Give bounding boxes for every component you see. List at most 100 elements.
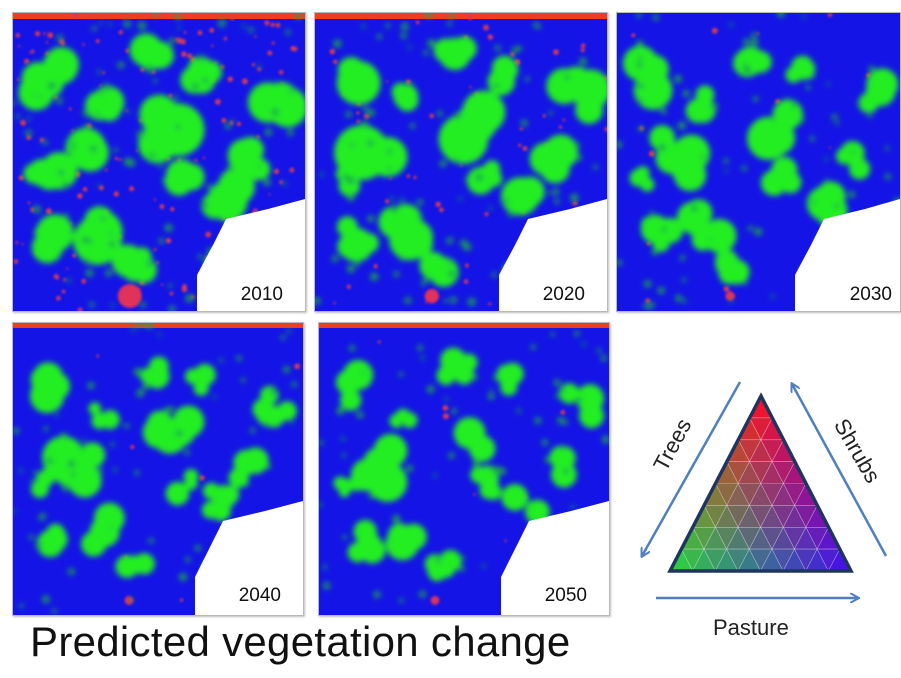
pasture-speck <box>268 193 271 196</box>
vegetation-map-2050 <box>319 323 609 615</box>
tree-speck <box>747 225 754 231</box>
pasture-speck <box>581 43 586 48</box>
pasture-speck <box>377 340 381 344</box>
tree-patch <box>147 410 173 437</box>
tree-speck <box>592 166 596 170</box>
tree-speck <box>159 165 163 169</box>
tree-speck <box>682 90 690 98</box>
tree-speck <box>679 255 686 261</box>
tree-speck <box>398 372 404 377</box>
tree-speck <box>33 205 41 214</box>
tree-speck <box>109 241 116 248</box>
tree-speck <box>660 108 667 115</box>
tree-patch <box>485 170 503 187</box>
top-edge-strip <box>13 323 303 328</box>
year-label: 2050 <box>544 585 587 606</box>
tree-speck <box>69 228 74 233</box>
tree-speck <box>264 128 272 136</box>
tree-speck <box>367 109 375 117</box>
tree-speck <box>97 184 101 188</box>
tree-speck <box>488 206 492 210</box>
tree-speck <box>194 545 201 552</box>
tree-patch <box>100 410 120 430</box>
tree-speck <box>355 262 360 267</box>
year-label: 2010 <box>240 284 283 305</box>
top-edge-strip <box>315 13 607 19</box>
tree-speck <box>743 66 752 74</box>
tree-speck <box>158 332 162 336</box>
pasture-speck <box>257 67 262 72</box>
tree-speck <box>60 432 67 438</box>
unmapped-area <box>795 199 900 311</box>
tree-speck <box>70 137 74 141</box>
tree-speck <box>571 505 575 509</box>
tree-speck <box>520 119 528 127</box>
pasture-speck <box>181 51 187 57</box>
unmapped-area <box>501 501 609 615</box>
tree-speck <box>443 298 448 303</box>
pasture-speck <box>473 493 476 496</box>
trees-arrow <box>642 381 742 556</box>
tree-speck <box>117 61 125 69</box>
tree-speck <box>280 335 286 340</box>
tree-speck <box>552 188 560 195</box>
tree-speck <box>341 453 347 458</box>
pasture-speck <box>386 80 389 83</box>
tree-speck <box>420 355 425 360</box>
tree-speck <box>295 13 302 20</box>
tree-patch <box>42 436 85 479</box>
tree-speck <box>113 467 118 472</box>
tree-speck <box>240 377 246 383</box>
tree-patch <box>35 162 64 190</box>
tree-speck <box>245 482 250 487</box>
pasture-speck <box>35 31 41 37</box>
tree-speck <box>219 358 224 363</box>
map-panel-2010: 2010 <box>12 12 306 312</box>
pasture-speck <box>271 41 275 45</box>
tree-speck <box>404 297 412 304</box>
ternary-cell <box>737 439 762 463</box>
tree-speck <box>257 165 262 170</box>
tree-speck <box>13 427 20 434</box>
tree-speck <box>35 541 43 549</box>
tree-speck <box>51 608 57 614</box>
tree-speck <box>81 438 86 443</box>
tree-speck <box>39 94 44 98</box>
tree-speck <box>87 382 95 389</box>
tree-speck <box>556 392 563 399</box>
tree-speck <box>363 106 369 113</box>
tree-speck <box>288 90 294 95</box>
tree-speck <box>356 411 364 419</box>
tree-speck <box>346 176 355 185</box>
tree-speck <box>175 124 181 130</box>
tree-speck <box>541 439 548 446</box>
tree-patch <box>496 364 519 386</box>
pasture-speck <box>88 14 92 18</box>
pasture-speck <box>504 539 507 543</box>
tree-speck <box>361 371 365 375</box>
tree-speck <box>708 238 712 242</box>
tree-speck <box>435 557 442 564</box>
pasture-speck <box>467 15 473 20</box>
tree-speck <box>742 62 747 67</box>
tree-speck <box>135 369 143 377</box>
pasture-speck <box>264 20 270 26</box>
tree-speck <box>127 109 131 113</box>
tree-speck <box>661 226 667 233</box>
pasture-speck <box>389 177 392 180</box>
tree-patch <box>373 433 408 468</box>
tree-speck <box>561 387 566 392</box>
tree-patch <box>747 116 790 160</box>
vegetation-map-2030 <box>617 13 900 311</box>
tree-speck <box>516 408 521 413</box>
tree-speck <box>834 203 840 209</box>
pasture-speck <box>99 84 102 87</box>
pasture-speck <box>81 278 87 284</box>
pasture-speck <box>182 284 187 289</box>
pasture-speck <box>21 243 24 246</box>
tree-speck <box>638 98 644 103</box>
tree-speck <box>136 389 144 397</box>
tree-speck <box>27 116 31 121</box>
pasture-speck <box>205 231 212 238</box>
tree-speck <box>548 110 553 116</box>
